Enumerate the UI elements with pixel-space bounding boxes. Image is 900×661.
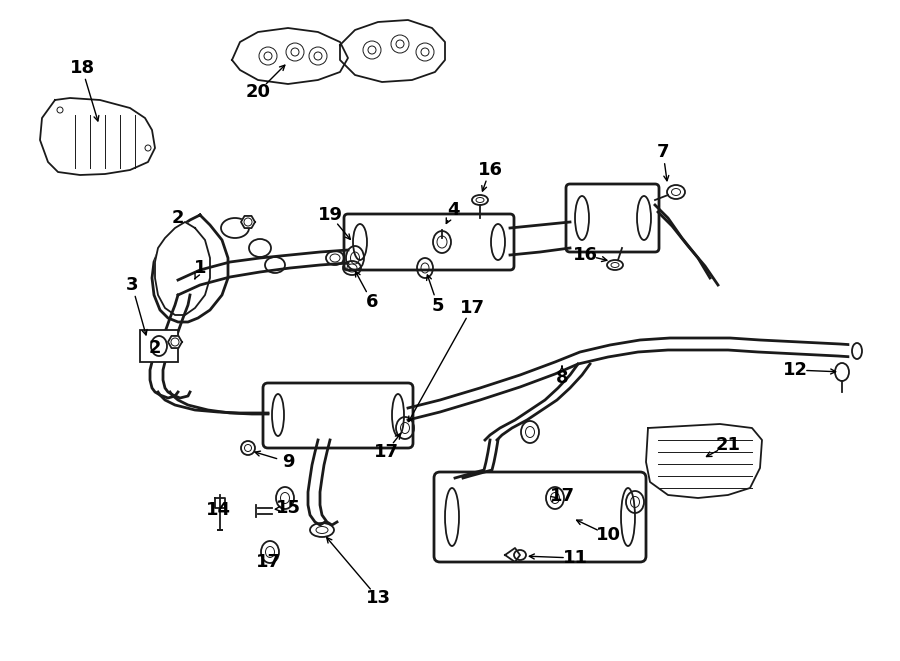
- Text: 9: 9: [282, 453, 294, 471]
- Polygon shape: [155, 222, 210, 315]
- Text: 16: 16: [478, 161, 502, 179]
- Text: 6: 6: [365, 293, 378, 311]
- FancyBboxPatch shape: [263, 383, 413, 448]
- Text: 17: 17: [460, 299, 484, 317]
- Text: 1: 1: [194, 259, 206, 277]
- Text: 13: 13: [365, 589, 391, 607]
- Text: 19: 19: [318, 206, 343, 224]
- Text: 4: 4: [446, 201, 459, 219]
- FancyBboxPatch shape: [140, 330, 178, 362]
- Text: 8: 8: [555, 369, 568, 387]
- FancyBboxPatch shape: [344, 214, 514, 270]
- Text: 17: 17: [550, 487, 574, 505]
- Polygon shape: [850, 340, 864, 362]
- Text: 11: 11: [562, 549, 588, 567]
- Text: 17: 17: [374, 443, 399, 461]
- Polygon shape: [646, 424, 762, 498]
- FancyBboxPatch shape: [566, 184, 659, 252]
- Text: 2: 2: [148, 339, 161, 357]
- Text: 20: 20: [246, 83, 271, 101]
- Text: 5: 5: [432, 297, 445, 315]
- Text: 16: 16: [572, 246, 598, 264]
- Polygon shape: [232, 28, 348, 84]
- Polygon shape: [168, 336, 182, 348]
- Text: 15: 15: [275, 499, 301, 517]
- Text: 2: 2: [172, 209, 184, 227]
- Polygon shape: [241, 216, 255, 228]
- Text: 21: 21: [716, 436, 741, 454]
- Polygon shape: [152, 215, 228, 322]
- Text: 7: 7: [657, 143, 670, 161]
- Polygon shape: [40, 98, 155, 175]
- Text: 14: 14: [205, 501, 230, 519]
- Text: 18: 18: [69, 59, 94, 77]
- FancyBboxPatch shape: [434, 472, 646, 562]
- Text: 12: 12: [782, 361, 807, 379]
- Polygon shape: [340, 20, 445, 82]
- Text: 17: 17: [256, 553, 281, 571]
- Text: 3: 3: [126, 276, 139, 294]
- Text: 10: 10: [596, 526, 620, 544]
